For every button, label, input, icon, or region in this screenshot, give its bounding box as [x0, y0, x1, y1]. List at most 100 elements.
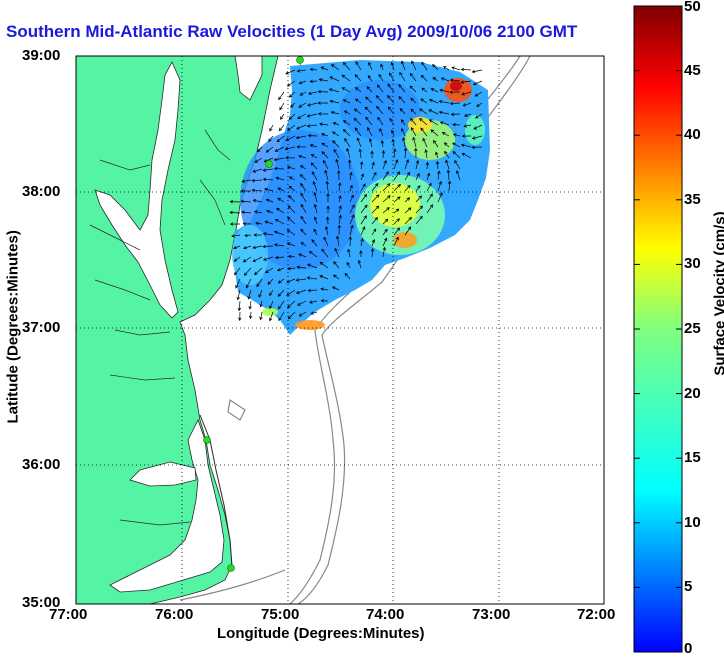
velocity-arrow	[404, 207, 412, 214]
velocity-arrow	[382, 218, 389, 225]
velocity-arrow	[338, 214, 342, 225]
velocity-arrow	[255, 221, 263, 226]
velocity-arrow	[382, 246, 387, 258]
velocity-arrow	[435, 160, 440, 170]
velocity-arrow	[438, 110, 450, 115]
velocity-arrow	[415, 185, 421, 192]
velocity-arrow	[365, 116, 373, 126]
velocity-arrow	[433, 139, 439, 148]
velocity-arrow	[357, 259, 362, 269]
velocity-arrow	[262, 244, 274, 249]
velocity-arrow	[398, 83, 406, 93]
velocity-arrow	[338, 195, 342, 203]
velocity-arrow	[426, 172, 431, 181]
velocity-arrow	[354, 87, 362, 93]
velocity-arrow	[325, 225, 329, 236]
velocity-arrow	[252, 256, 263, 262]
velocity-arrow	[439, 88, 450, 93]
velocity-arrow	[309, 79, 318, 84]
velocity-arrow	[299, 91, 307, 96]
velocity-arrow	[409, 72, 417, 82]
x-tick-label: 73:00	[472, 606, 511, 623]
velocity-arrow	[296, 124, 307, 130]
colorbar-tick-label: 15	[684, 449, 701, 467]
velocity-arrow	[464, 113, 472, 117]
velocity-arrow	[371, 182, 379, 192]
colorbar-tick-label: 10	[684, 513, 701, 531]
colorbar-tick-label: 25	[684, 320, 701, 337]
velocity-arrow	[262, 232, 274, 236]
velocity-arrow	[353, 117, 362, 126]
velocity-arrow	[426, 204, 434, 214]
velocity-arrow	[424, 149, 428, 159]
velocity-arrow	[323, 236, 329, 247]
velocity-arrow	[252, 198, 263, 203]
velocity-arrow	[347, 248, 351, 258]
velocity-arrow	[275, 176, 285, 181]
velocity-arrow	[296, 265, 307, 269]
velocity-arrow	[273, 166, 285, 171]
velocity-arrow	[320, 66, 329, 71]
velocity-arrow	[286, 242, 296, 247]
velocity-arrow	[370, 150, 374, 159]
velocity-arrow	[428, 98, 439, 104]
velocity-arrow	[451, 66, 461, 71]
velocity-arrow	[299, 173, 307, 181]
velocity-arrow	[415, 205, 424, 214]
velocity-arrow	[347, 159, 352, 170]
velocity-arrow	[243, 245, 252, 250]
velocity-arrow	[455, 170, 461, 181]
velocity-arrow	[382, 160, 387, 170]
velocity-arrow	[298, 253, 307, 258]
velocity-arrow	[391, 129, 395, 137]
velocity-arrow	[287, 216, 296, 225]
velocity-arrow	[231, 234, 241, 238]
velocity-arrow	[335, 235, 340, 247]
velocity-arrow	[243, 267, 252, 276]
velocity-arrow	[335, 158, 340, 170]
colorbar-tick-label: 35	[684, 190, 701, 208]
velocity-arrow	[338, 205, 342, 214]
plot-frame	[75, 55, 605, 605]
velocity-arrow	[331, 286, 340, 291]
velocity-arrow	[258, 289, 263, 298]
colorbar	[633, 5, 683, 653]
velocity-arrow	[368, 138, 373, 148]
velocity-arrow	[399, 107, 406, 115]
velocity-arrow	[300, 192, 307, 203]
velocity-arrow	[265, 198, 274, 203]
velocity-arrow	[360, 204, 368, 214]
colorbar-tick-label: 20	[684, 384, 701, 402]
velocity-arrow	[274, 146, 285, 152]
velocity-arrow	[269, 124, 274, 132]
velocity-arrow	[415, 159, 420, 170]
velocity-arrow	[382, 207, 390, 214]
velocity-arrow	[425, 161, 430, 170]
velocity-arrow	[376, 84, 384, 93]
velocity-arrow	[349, 194, 354, 203]
velocity-arrow	[334, 247, 340, 258]
velocity-arrow	[420, 74, 428, 82]
velocity-arrow	[330, 110, 340, 115]
velocity-arrow	[460, 67, 472, 72]
velocity-arrow	[409, 85, 417, 93]
velocity-arrow	[264, 267, 274, 274]
x-tick-label: 74:00	[366, 606, 405, 623]
colorbar-label: Surface Velocity (cm/s)	[711, 211, 724, 376]
velocity-arrow	[320, 133, 329, 137]
velocity-arrow	[234, 267, 241, 276]
colorbar-tick-label: 30	[684, 255, 701, 273]
velocity-arrow	[368, 61, 373, 71]
velocity-arrow	[432, 77, 439, 82]
velocity-arrow	[306, 113, 318, 118]
velocity-arrow	[442, 66, 450, 71]
velocity-arrow	[299, 165, 307, 170]
velocity-arrow	[474, 91, 483, 97]
velocity-arrow	[298, 311, 307, 317]
y-tick-label: 35:00	[22, 594, 61, 611]
velocity-arrow	[247, 289, 252, 300]
velocity-arrow	[377, 116, 384, 126]
colorbar-tick-label: 40	[684, 126, 701, 144]
velocity-arrow	[356, 137, 362, 148]
